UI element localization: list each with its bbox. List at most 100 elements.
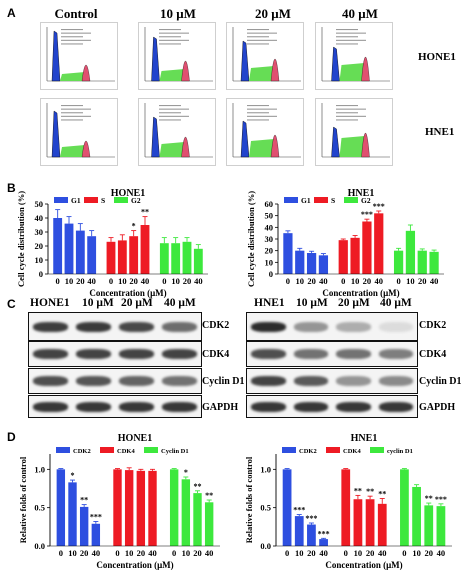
bar bbox=[169, 469, 179, 546]
x-tick-label: 10 bbox=[412, 548, 421, 558]
g1-peak bbox=[240, 120, 250, 158]
x-tick-label: 20 bbox=[137, 548, 146, 558]
legend-text-line bbox=[247, 36, 269, 38]
legend-text-line bbox=[61, 43, 83, 45]
y-tick-label: 10 bbox=[35, 255, 44, 265]
significance-mark: ** bbox=[194, 482, 202, 491]
x-axis-label: Concentration (μM) bbox=[325, 560, 402, 570]
bar bbox=[365, 499, 375, 546]
legend-text-line bbox=[247, 108, 277, 110]
y-tick-label: 20 bbox=[35, 241, 44, 251]
g1-peak bbox=[51, 30, 61, 82]
bar bbox=[91, 523, 101, 546]
column-header-control: Control bbox=[54, 6, 98, 21]
x-tick-label: 10 bbox=[296, 276, 305, 286]
protein-band bbox=[119, 401, 154, 412]
g1-peak bbox=[331, 46, 340, 82]
protein-band bbox=[76, 349, 111, 359]
x-tick-label: 0 bbox=[396, 276, 400, 286]
hne1-protein-expression-chart: HNE1 CDK2 CDK4 cyclin D1 0.0 0.5 1.0 Relative f… bbox=[244, 433, 452, 570]
legend-swatch bbox=[100, 447, 114, 453]
g2-peak bbox=[361, 133, 370, 158]
protein-label-cyclin-d1-hne1: Cyclin D1 bbox=[419, 376, 462, 387]
x-tick-label: 20 bbox=[76, 276, 85, 286]
wb-header-hone1: HONE1 bbox=[30, 297, 70, 309]
bar bbox=[362, 221, 372, 274]
s-phase-area bbox=[60, 72, 87, 81]
x-tick-label: 0 bbox=[286, 276, 290, 286]
bar bbox=[204, 502, 214, 546]
flow-histogram bbox=[40, 22, 118, 90]
x-tick-label: 40 bbox=[319, 276, 328, 286]
protein-band bbox=[378, 321, 413, 332]
bar bbox=[182, 241, 192, 274]
s-phase-area bbox=[339, 63, 367, 81]
protein-label-cdk4: CDK4 bbox=[202, 349, 230, 360]
s-phase-area bbox=[60, 145, 87, 157]
bar bbox=[405, 230, 416, 274]
x-tick-label: 40 bbox=[92, 548, 101, 558]
x-tick-label: 20 bbox=[183, 276, 192, 286]
legend-label: CDK2 bbox=[299, 448, 317, 455]
row-label-hne1: HNE1 bbox=[425, 126, 455, 138]
wb-header-hne1: HNE1 bbox=[254, 297, 285, 309]
y-axis-label: Cell cycle distribution (%) bbox=[16, 191, 26, 287]
bar bbox=[136, 470, 146, 546]
g2-peak bbox=[81, 140, 91, 158]
protein-band bbox=[119, 349, 154, 359]
x-tick-label: 10 bbox=[125, 548, 133, 558]
x-tick-label: 20 bbox=[80, 548, 89, 558]
protein-band bbox=[336, 349, 371, 359]
x-tick-label: 20 bbox=[307, 276, 316, 286]
protein-band bbox=[33, 401, 68, 412]
g1-peak bbox=[331, 126, 340, 158]
x-tick-label: 10 bbox=[118, 276, 127, 286]
legend-text-line bbox=[61, 105, 83, 107]
legend-label: cyclin D1 bbox=[387, 448, 413, 455]
legend-label: CDK4 bbox=[343, 448, 361, 455]
x-tick-label: 40 bbox=[375, 276, 384, 286]
panel-letter-d: D bbox=[7, 430, 16, 444]
x-tick-label: 40 bbox=[141, 276, 150, 286]
g2-peak bbox=[270, 134, 280, 158]
bar bbox=[171, 243, 181, 274]
x-tick-label: 40 bbox=[378, 548, 387, 558]
flow-histogram bbox=[315, 22, 393, 90]
significance-mark: ** bbox=[378, 489, 386, 498]
bar bbox=[318, 255, 329, 274]
x-tick-label: 0 bbox=[172, 548, 176, 558]
bar bbox=[117, 240, 127, 274]
x-tick-label: 0 bbox=[344, 548, 348, 558]
x-tick-label: 0 bbox=[59, 548, 63, 558]
y-tick-label: 20 bbox=[265, 246, 274, 256]
legend-swatch bbox=[284, 197, 298, 203]
legend-text-line bbox=[336, 115, 366, 117]
bar bbox=[429, 251, 439, 274]
bar bbox=[294, 516, 304, 546]
s-phase-area bbox=[339, 136, 367, 157]
x-tick-label: 40 bbox=[87, 276, 96, 286]
bar bbox=[306, 253, 317, 274]
chart-title: HNE1 bbox=[348, 188, 375, 199]
y-tick-label: 60 bbox=[265, 199, 274, 209]
g2-peak bbox=[181, 60, 190, 82]
legend-label: S bbox=[331, 196, 335, 205]
protein-band bbox=[378, 401, 413, 412]
protein-band bbox=[162, 401, 197, 412]
significance-mark: *** bbox=[373, 202, 385, 211]
legend-text-line bbox=[336, 39, 366, 41]
legend-text-line bbox=[336, 119, 358, 121]
column-header-40um: 40 μM bbox=[342, 6, 378, 21]
x-tick-label: 10 bbox=[351, 276, 360, 286]
bar bbox=[307, 524, 316, 546]
column-header-20um: 20 μM bbox=[255, 6, 291, 21]
legend-text-line bbox=[336, 43, 358, 45]
protein-label-cyclin-d1: Cyclin D1 bbox=[202, 376, 245, 387]
x-tick-label: 10 bbox=[406, 276, 415, 286]
hone1-blot-row bbox=[28, 395, 202, 418]
significance-mark: ** bbox=[425, 494, 433, 503]
legend-text-line bbox=[159, 29, 181, 31]
protein-label-cdk4-hne1: CDK4 bbox=[419, 349, 447, 360]
protein-label-gapdh-hne1: GAPDH bbox=[419, 402, 456, 413]
bar bbox=[283, 233, 293, 274]
